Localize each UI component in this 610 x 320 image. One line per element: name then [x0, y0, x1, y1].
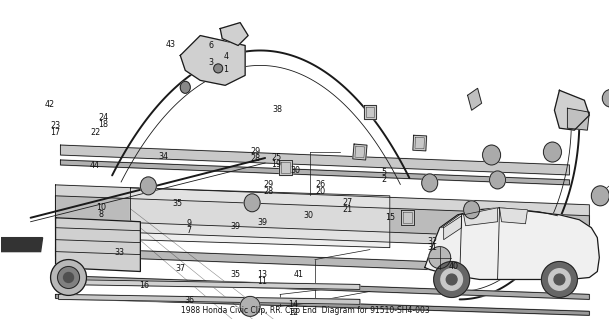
Text: 23: 23 [51, 121, 60, 131]
Text: 13: 13 [257, 269, 267, 279]
Polygon shape [464, 208, 498, 226]
Text: 9: 9 [187, 219, 192, 228]
Text: 39: 39 [257, 218, 267, 227]
Polygon shape [413, 135, 426, 151]
Text: 30: 30 [303, 211, 313, 220]
Text: 10: 10 [96, 203, 106, 212]
Polygon shape [554, 90, 589, 130]
Text: 1: 1 [223, 65, 228, 74]
Text: 22: 22 [90, 128, 100, 137]
Ellipse shape [244, 194, 260, 212]
Polygon shape [500, 208, 528, 224]
Polygon shape [56, 294, 589, 315]
Text: 29: 29 [264, 180, 274, 189]
Text: 15: 15 [385, 213, 395, 222]
Polygon shape [59, 294, 360, 304]
Polygon shape [567, 108, 589, 130]
Circle shape [429, 247, 451, 268]
Ellipse shape [591, 186, 609, 206]
Text: 32: 32 [428, 237, 438, 246]
Polygon shape [59, 279, 360, 289]
Text: 4: 4 [223, 52, 228, 61]
Text: 38: 38 [273, 105, 282, 114]
Circle shape [554, 274, 565, 285]
Text: 8: 8 [99, 210, 104, 219]
Ellipse shape [214, 64, 223, 73]
Polygon shape [56, 248, 589, 276]
Polygon shape [181, 36, 245, 85]
Text: 16: 16 [138, 281, 149, 290]
Circle shape [548, 269, 570, 290]
Text: 42: 42 [45, 100, 54, 109]
Circle shape [240, 296, 260, 316]
Text: 20: 20 [315, 187, 325, 196]
Text: 3: 3 [208, 58, 213, 67]
Text: 40: 40 [449, 262, 459, 271]
Circle shape [447, 274, 457, 285]
Text: 35: 35 [172, 199, 182, 208]
Polygon shape [364, 105, 376, 119]
Polygon shape [131, 188, 390, 248]
Circle shape [441, 269, 462, 290]
Text: 29: 29 [250, 147, 260, 156]
Text: 31: 31 [428, 243, 438, 252]
Text: 30: 30 [291, 166, 301, 175]
Circle shape [542, 261, 578, 297]
Text: 14: 14 [288, 300, 298, 309]
Text: 18: 18 [98, 120, 108, 130]
Text: 5: 5 [382, 168, 387, 177]
Text: 24: 24 [98, 114, 108, 123]
Text: 34: 34 [159, 152, 169, 161]
Polygon shape [60, 145, 569, 175]
Text: 26: 26 [315, 180, 325, 189]
Text: 28: 28 [250, 154, 260, 163]
Text: 44: 44 [90, 161, 100, 170]
Ellipse shape [181, 81, 190, 93]
Ellipse shape [422, 174, 438, 192]
Ellipse shape [544, 142, 561, 162]
Polygon shape [425, 208, 600, 279]
Circle shape [602, 89, 610, 107]
Text: 19: 19 [271, 160, 281, 169]
Text: 37: 37 [175, 264, 185, 273]
Polygon shape [443, 216, 462, 240]
Text: 25: 25 [271, 153, 282, 162]
Circle shape [63, 273, 74, 283]
Circle shape [57, 267, 79, 288]
Text: 1988 Honda Civic Clip, RR. Cap End  Diagram for 91510-SH4-003: 1988 Honda Civic Clip, RR. Cap End Diagr… [181, 306, 429, 315]
Text: 11: 11 [257, 276, 267, 285]
Polygon shape [468, 88, 482, 110]
Text: 35: 35 [230, 269, 240, 279]
Polygon shape [56, 185, 589, 250]
Polygon shape [56, 196, 589, 240]
Ellipse shape [490, 171, 506, 189]
Circle shape [51, 260, 87, 295]
Polygon shape [60, 160, 569, 185]
Polygon shape [401, 210, 414, 225]
Polygon shape [353, 144, 367, 160]
Text: 2: 2 [382, 175, 387, 184]
Text: 27: 27 [342, 198, 353, 207]
Text: 6: 6 [208, 41, 213, 50]
Text: 36: 36 [184, 296, 195, 305]
Text: 21: 21 [343, 205, 353, 214]
Polygon shape [56, 276, 589, 300]
Text: 33: 33 [114, 248, 124, 257]
Polygon shape [220, 23, 248, 45]
Text: 41: 41 [294, 269, 304, 279]
Ellipse shape [483, 145, 501, 165]
Text: 39: 39 [230, 222, 240, 231]
Ellipse shape [464, 201, 479, 219]
Text: 43: 43 [166, 40, 176, 49]
Ellipse shape [140, 177, 156, 195]
Text: 7: 7 [187, 226, 192, 235]
Polygon shape [1, 238, 43, 252]
Text: 17: 17 [51, 128, 60, 137]
Circle shape [434, 261, 470, 297]
Polygon shape [56, 218, 140, 271]
Text: 12: 12 [288, 308, 298, 317]
Text: 28: 28 [264, 187, 273, 196]
Polygon shape [279, 161, 292, 175]
